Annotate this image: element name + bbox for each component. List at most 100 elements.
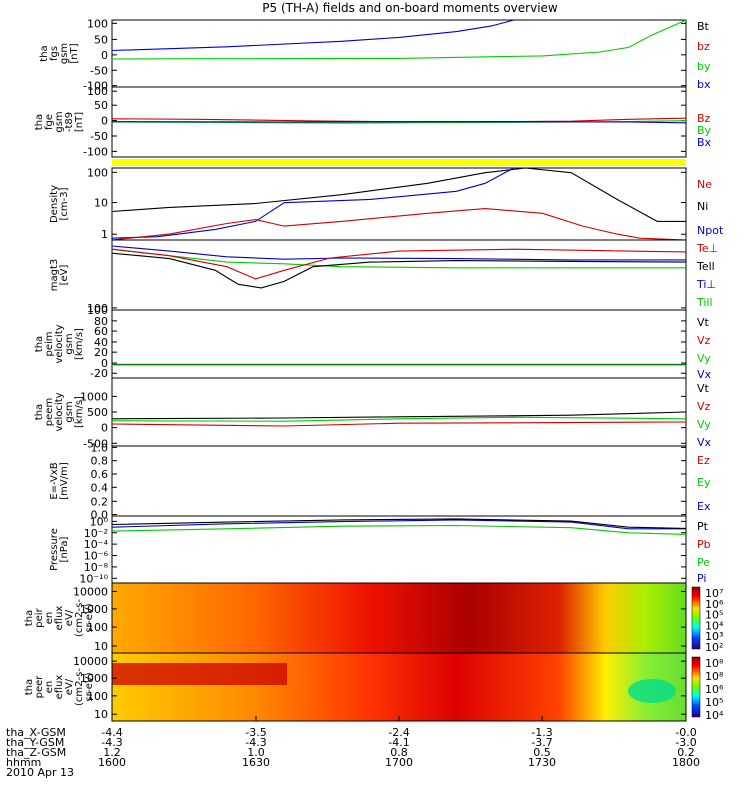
panel-frame <box>111 445 687 517</box>
y-axis-label: eflux <box>54 606 65 631</box>
time-axis-value: -3.5 <box>245 726 266 739</box>
y-axis-label: sr-eV) <box>84 603 95 632</box>
y-axis-label: [nT] <box>74 112 85 132</box>
y-tick-label: 10⁻¹⁰ <box>79 572 108 585</box>
colorbar-label: 10² <box>705 641 723 654</box>
y-tick-label: 1000 <box>80 390 108 403</box>
y-tick-label: -500 <box>83 437 108 450</box>
y-tick-label: 0 <box>101 357 108 370</box>
y-tick-label: 100 <box>87 302 108 315</box>
y-axis-label: E=-VxB <box>49 462 60 499</box>
time-axis-value: -3.7 <box>531 736 552 749</box>
legend-entry: Ey <box>697 476 711 489</box>
time-axis-footer: tha_X-GSM -4.4 -3.5 -2.4 -1.3 -0.0 tha_Y-GSM -4… <box>6 716 700 779</box>
time-axis-value: -2.4 <box>388 726 409 739</box>
spectrogram-peir <box>112 583 686 653</box>
spectrogram-blob <box>628 679 676 703</box>
time-axis-value: 0.8 <box>390 746 408 759</box>
time-axis-value: -4.4 <box>101 726 122 739</box>
y-tick-label: 0.6 <box>91 468 109 481</box>
y-tick-label: 50 <box>94 33 108 46</box>
legend-entry: Vt <box>697 382 710 395</box>
legend-entry: Te⊥ <box>696 242 718 255</box>
y-axis-label: magt3 <box>49 259 60 292</box>
y-tick-label: 10000 <box>73 585 108 598</box>
y-tick-label: -50 <box>90 64 108 77</box>
legend-entry: By <box>697 124 712 137</box>
series-line-Vz <box>111 421 687 427</box>
legend-entry: Vx <box>697 436 712 449</box>
y-axis-label: gsm <box>64 401 75 422</box>
y-tick-label: 10 <box>94 197 108 210</box>
legend-entry: by <box>697 60 711 73</box>
series-line-Pt <box>111 518 687 529</box>
colorbar-label: 10⁸ <box>705 670 724 683</box>
legend-entry: Ex <box>697 500 711 513</box>
time-axis-row-label: tha_Z-GSM <box>6 746 66 759</box>
y-tick-label: 10 <box>94 708 108 721</box>
y-axis-label: gsm <box>64 333 75 354</box>
series-line-Vy <box>111 416 687 422</box>
y-tick-label: 0.2 <box>91 495 109 508</box>
y-axis-label: peim <box>44 331 55 356</box>
y-axis-label: tha <box>34 336 45 352</box>
series-line-Ti⊥ <box>111 245 686 261</box>
legend-entry: Vy <box>697 352 711 365</box>
y-tick-label: -50 <box>90 130 108 143</box>
y-tick-label: 0.8 <box>91 455 109 468</box>
y-tick-label: 100 <box>87 304 108 317</box>
y-tick-label: 0 <box>101 422 108 435</box>
legend-entry: Bz <box>697 112 711 125</box>
colorbar-label: 10⁸ <box>705 657 724 670</box>
panel-frame <box>111 19 687 88</box>
y-axis-label: tha <box>34 404 45 420</box>
y-axis-label: peir <box>34 607 45 627</box>
y-tick-label: 10⁻⁸ <box>84 561 109 574</box>
y-axis-label: en <box>44 612 55 625</box>
time-axis-value: 1730 <box>528 756 556 769</box>
y-axis-label: tha <box>39 45 50 61</box>
series-line-Tell <box>111 252 687 289</box>
y-tick-label: 10⁻⁴ <box>84 538 109 551</box>
panel-frame <box>111 377 687 447</box>
panel-frame <box>111 309 687 379</box>
legend-entry: bz <box>697 40 710 53</box>
y-tick-label: 1 <box>101 228 108 241</box>
y-tick-label: -100 <box>83 80 108 93</box>
colorbar-label: 10⁶ <box>705 683 724 696</box>
y-axis-label: en <box>44 681 55 694</box>
time-axis-value: 0.5 <box>533 746 551 759</box>
y-axis-label: [cm-3] <box>59 187 70 220</box>
time-axis-value: 1600 <box>98 756 126 769</box>
y-axis-label: eV/ <box>64 678 75 695</box>
series-line-Te⊥ <box>111 248 687 280</box>
legend-entry: Pi <box>697 572 706 585</box>
time-axis-row-label: tha_X-GSM <box>6 726 66 739</box>
y-axis-label: eflux <box>54 675 65 700</box>
y-tick-label: 100 <box>87 690 108 703</box>
colorbar-label: 10⁵ <box>705 696 723 709</box>
y-axis-label: tha <box>24 679 35 695</box>
series-line-Pe <box>111 524 687 535</box>
time-axis-value: 1.0 <box>247 746 265 759</box>
y-tick-label: 40 <box>94 336 108 349</box>
date-label: 2010 Apr 13 <box>6 766 74 779</box>
series-line-bx <box>111 19 514 52</box>
series-line-Till <box>111 248 686 269</box>
time-axis-value: 1700 <box>385 756 413 769</box>
y-axis-label: Pressure <box>49 528 60 571</box>
legend-entry: Vz <box>697 334 711 347</box>
legend-entry: Pt <box>697 520 709 533</box>
y-axis-label: [eV] <box>59 265 70 286</box>
y-axis-label: fge <box>44 114 55 130</box>
figure-title: P5 (TH-A) fields and on-board moments ov… <box>262 1 558 15</box>
y-axis-label: peem <box>44 398 55 426</box>
y-axis-label: velocity <box>54 392 65 431</box>
y-axis-label: [km/s] <box>74 396 85 428</box>
colorbar-peer <box>691 656 701 718</box>
legend-entry: Vt <box>697 316 710 329</box>
